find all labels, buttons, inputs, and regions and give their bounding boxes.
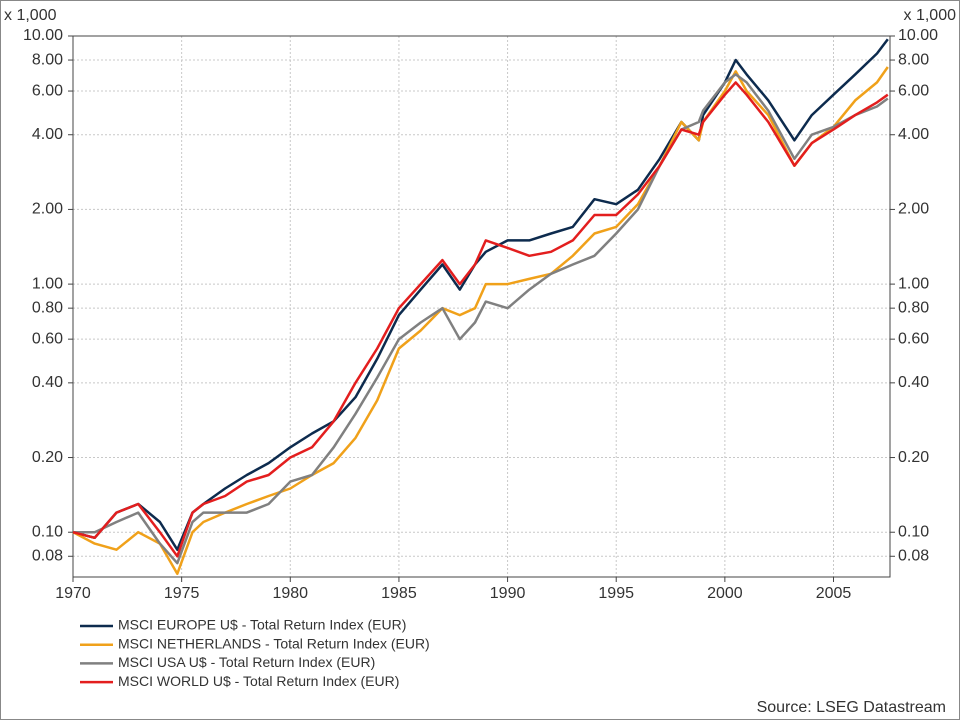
y-tick-label: 2.00 [32, 201, 63, 218]
x-tick-label: 2000 [707, 585, 743, 602]
x-tick-label: 1995 [598, 585, 634, 602]
x-tick-label: 1990 [490, 585, 526, 602]
y-tick-label: 0.10 [32, 523, 63, 540]
y2-tick-label: 6.00 [898, 82, 929, 99]
y-tick-label: 8.00 [32, 51, 63, 68]
legend-label: MSCI NETHERLANDS - Total Return Index (E… [118, 635, 430, 651]
x-tick-label: 2005 [816, 585, 852, 602]
y-tick-label: 0.80 [32, 299, 63, 316]
x-tick-label: 1975 [164, 585, 200, 602]
y2-tick-label: 0.10 [898, 523, 929, 540]
x-tick-label: 1980 [272, 585, 308, 602]
y-tick-label: 10.00 [23, 27, 63, 44]
series-line [72, 81, 889, 558]
y2-tick-label: 0.20 [898, 449, 929, 466]
y2-tick-label: 0.80 [898, 299, 929, 316]
legend-label: MSCI USA U$ - Total Return Index (EUR) [118, 654, 375, 670]
legend-label: MSCI WORLD U$ - Total Return Index (EUR) [118, 673, 399, 689]
y-tick-label: 0.40 [32, 374, 63, 391]
y2-tick-label: 8.00 [898, 51, 929, 68]
y-tick-label: 1.00 [32, 275, 63, 292]
plot-border [72, 35, 891, 578]
y2-tick-label: 0.40 [898, 374, 929, 391]
y2-tick-label: 0.60 [898, 330, 929, 347]
series-line [72, 66, 889, 576]
y2-tick-label: 2.00 [898, 201, 929, 218]
y2-tick-label: 1.00 [898, 275, 929, 292]
y-tick-label: 6.00 [32, 82, 63, 99]
y2-tick-label: 10.00 [898, 27, 938, 44]
y-unit-label: x 1,000 [4, 7, 57, 24]
y-tick-label: 4.00 [32, 126, 63, 143]
y-tick-label: 0.60 [32, 330, 63, 347]
y2-unit-label: x 1,000 [904, 7, 957, 24]
y2-tick-label: 0.08 [898, 547, 929, 564]
y2-tick-label: 4.00 [898, 126, 929, 143]
y-tick-label: 0.08 [32, 547, 63, 564]
y-tick-label: 0.20 [32, 449, 63, 466]
source: Source: LSEG Datastream [757, 699, 946, 716]
legend-label: MSCI EUROPE U$ - Total Return Index (EUR… [118, 617, 406, 633]
x-tick-label: 1970 [55, 585, 91, 602]
x-tick-label: 1985 [381, 585, 417, 602]
series-line [73, 73, 889, 565]
